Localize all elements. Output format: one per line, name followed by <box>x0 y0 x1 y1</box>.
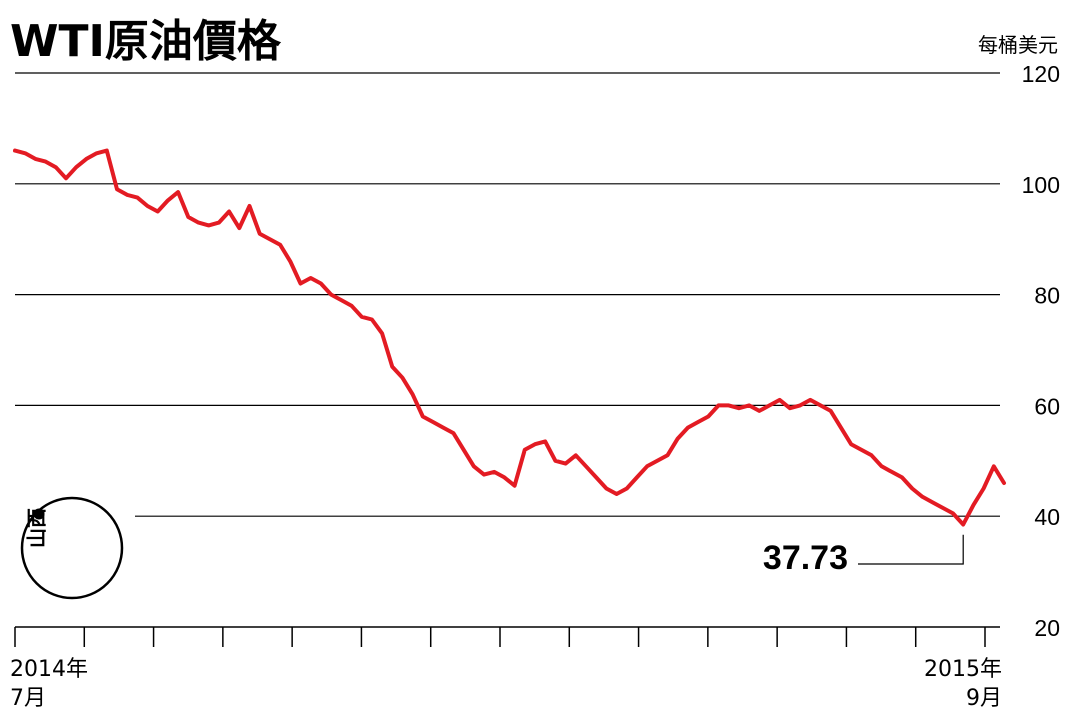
x-axis-ticks <box>14 627 986 647</box>
logo-dot <box>33 508 45 520</box>
y-tick-label-20: 20 <box>1034 615 1060 641</box>
callout-leader-line <box>858 534 964 565</box>
series-line <box>13 148 1006 527</box>
y-tick-label-40: 40 <box>1034 504 1060 530</box>
x-label-start-year: 2014年 <box>10 657 88 682</box>
y-tick-label-100: 100 <box>1022 172 1060 198</box>
callout-min-value: 37.73 <box>763 539 848 577</box>
y-tick-label-60: 60 <box>1034 393 1060 419</box>
gridlines <box>15 72 1000 517</box>
y-tick-label-120: 120 <box>1022 61 1060 87</box>
logo-text: 山西 <box>25 508 49 548</box>
x-label-end-month: 9月 <box>966 686 1002 711</box>
logo-circle <box>20 496 124 600</box>
y-tick-labels: 120 100 80 60 40 20 <box>1022 61 1060 641</box>
x-label-start-month: 7月 <box>10 686 46 711</box>
unit-label: 每桶美元 <box>978 33 1058 57</box>
chart-title: WTI原油價格 <box>10 16 282 67</box>
y-tick-label-80: 80 <box>1034 283 1060 309</box>
x-label-end-year: 2015年 <box>924 657 1002 682</box>
logo: 山西 <box>20 496 124 600</box>
